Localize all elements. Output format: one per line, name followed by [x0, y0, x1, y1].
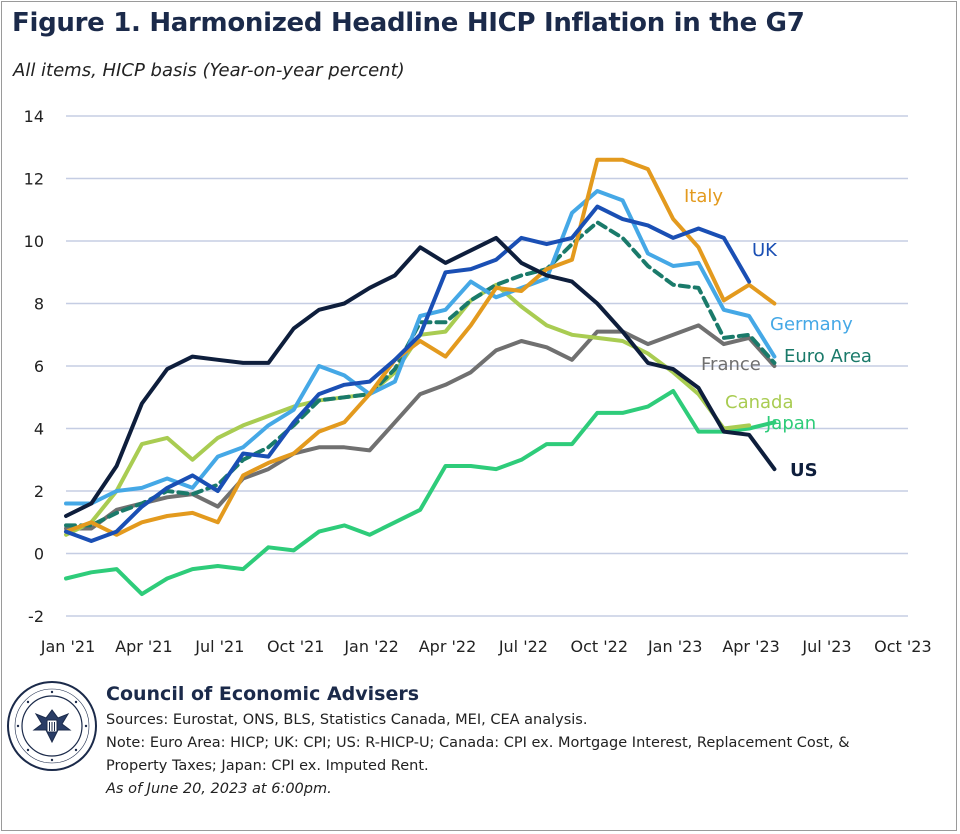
definitions-note-line-2: Property Taxes; Japan: CPI ex. Imputed R…: [106, 758, 429, 774]
x-tick-label: Jan '22: [343, 637, 399, 656]
chart-subtitle: All items, HICP basis (Year-on-year perc…: [13, 60, 405, 81]
y-axis: -2 0 2 4 6 8 10 12 14: [24, 107, 44, 626]
y-tick-label: 2: [34, 482, 44, 501]
y-tick-label: 10: [24, 232, 44, 251]
y-tick-label: 4: [34, 420, 44, 439]
series-line-germany: [64, 189, 777, 506]
x-tick-label: Oct '22: [571, 637, 629, 656]
y-tick-label: 6: [34, 357, 44, 376]
gridlines: [66, 115, 908, 617]
y-tick-label: -2: [28, 607, 44, 626]
y-tick-label: 14: [24, 107, 44, 126]
series-label-us: US: [790, 460, 818, 481]
series-line-italy: [64, 157, 777, 537]
definitions-note-line-1: Note: Euro Area: HICP; UK: CPI; US: R-HI…: [106, 735, 850, 751]
x-tick-label: Oct '21: [267, 637, 325, 656]
y-tick-label: 8: [34, 295, 44, 314]
x-tick-label: Jan '21: [40, 637, 96, 656]
series-line-uk: [64, 204, 752, 543]
series-label-euro-area: Euro Area: [784, 346, 872, 367]
sources-note: Sources: Eurostat, ONS, BLS, Statistics …: [106, 712, 588, 728]
x-tick-label: Jul '23: [801, 637, 851, 656]
footer: Council of Economic Advisers Sources: Eu…: [106, 683, 946, 801]
x-tick-label: Oct '23: [874, 637, 932, 656]
series-labels: Japan France Canada Euro Area Germany Italy UK…: [684, 186, 872, 481]
chart-title: Figure 1. Harmonized Headline HICP Infla…: [12, 8, 805, 38]
y-tick-label: 12: [24, 170, 44, 189]
x-tick-label: Jul '22: [498, 637, 548, 656]
series-line-euro-area: [64, 220, 777, 528]
series-lines: [64, 157, 777, 597]
x-axis: Jan '21 Apr '21 Jul '21 Oct '21 Jan '22 Apr '…: [40, 637, 932, 656]
x-tick-label: Jul '21: [194, 637, 244, 656]
x-tick-label: Apr '23: [722, 637, 780, 656]
y-tick-label: 0: [34, 545, 44, 564]
organization-name: Council of Economic Advisers: [106, 683, 420, 705]
cea-seal-logo: [7, 681, 97, 771]
series-label-germany: Germany: [770, 314, 853, 335]
as-of-date: As of June 20, 2023 at 6:00pm.: [106, 781, 332, 797]
x-tick-label: Apr '22: [419, 637, 477, 656]
x-tick-label: Jan '23: [647, 637, 703, 656]
series-label-italy: Italy: [684, 186, 723, 207]
line-chart: -2 0 2 4 6 8 10 12 14 Jan '21 Apr '21 Jul '21 Oct '…: [24, 107, 932, 656]
series-line-france: [64, 323, 777, 531]
series-line-us: [64, 235, 777, 518]
series-line-japan: [64, 389, 777, 597]
series-label-canada: Canada: [725, 392, 794, 413]
x-tick-label: Apr '21: [115, 637, 173, 656]
series-label-uk: UK: [752, 240, 778, 261]
series-label-france: France: [701, 354, 761, 375]
series-label-japan: Japan: [765, 413, 816, 434]
